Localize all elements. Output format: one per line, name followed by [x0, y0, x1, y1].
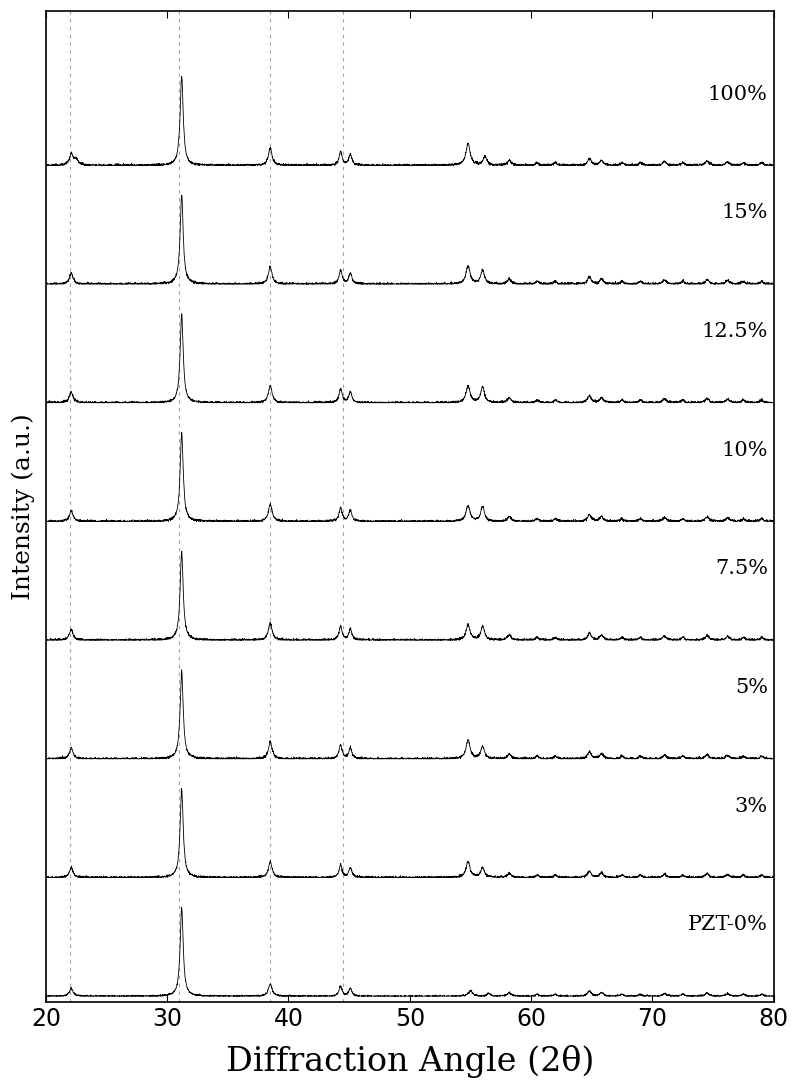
Text: 12.5%: 12.5%	[702, 322, 768, 341]
Text: 5%: 5%	[734, 678, 768, 697]
Text: 7.5%: 7.5%	[714, 560, 768, 578]
Text: 3%: 3%	[734, 797, 768, 816]
X-axis label: Diffraction Angle (2θ): Diffraction Angle (2θ)	[226, 1044, 594, 1078]
Text: 15%: 15%	[722, 204, 768, 222]
Text: 10%: 10%	[722, 441, 768, 460]
Y-axis label: Intensity (a.u.): Intensity (a.u.)	[11, 413, 34, 600]
Text: PZT-0%: PZT-0%	[688, 916, 768, 934]
Text: 100%: 100%	[708, 85, 768, 103]
